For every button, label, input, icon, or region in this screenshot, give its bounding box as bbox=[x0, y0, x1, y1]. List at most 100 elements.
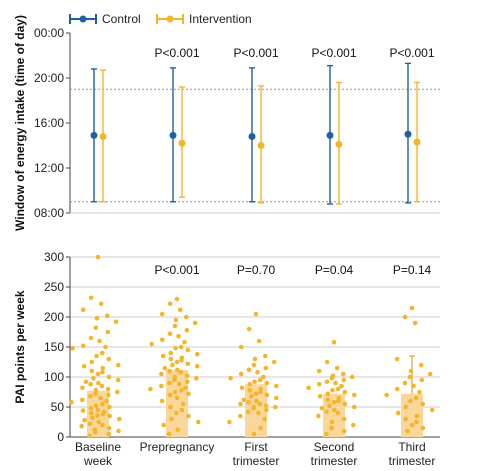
x-category-label-line2: trimester bbox=[233, 454, 280, 468]
pai-data-point bbox=[104, 398, 109, 404]
pai-data-point bbox=[336, 398, 341, 404]
pai-data-point bbox=[418, 362, 424, 368]
pai-data-point bbox=[159, 398, 165, 404]
pai-data-point bbox=[384, 392, 389, 398]
pai-data-point bbox=[317, 393, 323, 399]
pai-data-point bbox=[335, 386, 341, 392]
pai-data-point bbox=[174, 359, 180, 365]
pai-data-point bbox=[253, 311, 259, 317]
pai-data-point bbox=[183, 385, 188, 391]
x-category-label-line1: Third bbox=[398, 440, 425, 454]
pai-data-point bbox=[115, 362, 121, 368]
control-mean-point bbox=[326, 131, 334, 139]
pai-data-point bbox=[148, 386, 153, 392]
pai-data-point bbox=[264, 392, 270, 398]
pai-data-point bbox=[227, 419, 232, 425]
x-category-label-line2: week bbox=[83, 454, 113, 468]
bottom-y-tick-label: 100 bbox=[44, 370, 64, 384]
pai-data-point bbox=[88, 405, 94, 411]
pai-data-point bbox=[419, 377, 425, 383]
pai-data-point bbox=[160, 353, 166, 359]
pai-data-point bbox=[349, 374, 355, 380]
pai-data-point bbox=[105, 386, 111, 392]
pai-data-point bbox=[254, 398, 259, 404]
pai-data-point bbox=[98, 301, 104, 307]
pai-data-point bbox=[394, 356, 400, 362]
pai-data-point bbox=[408, 368, 414, 374]
pai-data-point bbox=[409, 305, 415, 311]
pai-data-point bbox=[168, 356, 174, 362]
pai-data-point bbox=[273, 383, 279, 389]
pai-data-point bbox=[103, 344, 108, 350]
pai-data-point bbox=[262, 353, 268, 359]
pai-data-point bbox=[92, 427, 98, 433]
pai-data-point bbox=[159, 383, 164, 389]
pai-data-point bbox=[252, 356, 258, 362]
pai-data-point bbox=[169, 416, 174, 422]
pai-data-point bbox=[402, 380, 408, 386]
pai-data-point bbox=[173, 317, 179, 323]
pai-data-point bbox=[95, 371, 101, 377]
pai-data-point bbox=[258, 389, 263, 395]
pai-data-point bbox=[167, 392, 173, 398]
pai-data-point bbox=[95, 413, 100, 418]
top-y-tick-label: 12:00 bbox=[34, 161, 64, 175]
pai-data-point bbox=[414, 413, 420, 419]
pai-data-point bbox=[88, 295, 94, 301]
pai-data-point bbox=[172, 374, 178, 380]
pai-data-point bbox=[159, 311, 165, 317]
pai-data-point bbox=[238, 413, 243, 419]
pai-data-point bbox=[420, 425, 426, 431]
pai-data-point bbox=[253, 391, 259, 397]
pai-data-point bbox=[80, 397, 85, 403]
pai-data-point bbox=[96, 419, 101, 425]
pai-data-point bbox=[89, 368, 95, 374]
bottom-y-tick-label: 0 bbox=[57, 430, 64, 444]
pai-data-point bbox=[333, 380, 338, 386]
legend: Control Intervention bbox=[68, 9, 328, 29]
bottom-y-tick-label: 50 bbox=[51, 400, 65, 414]
pai-data-point bbox=[106, 392, 111, 398]
pai-data-point bbox=[306, 385, 311, 391]
pai-data-point bbox=[162, 365, 168, 371]
bottom-y-axis-label: PAI points per week bbox=[13, 290, 27, 403]
pai-data-point bbox=[324, 431, 329, 437]
pai-data-point bbox=[106, 356, 112, 362]
legend-control-label: Control bbox=[102, 12, 141, 26]
intervention-mean-point bbox=[335, 140, 343, 148]
intervention-mean-point bbox=[257, 142, 265, 149]
pai-data-point bbox=[263, 403, 269, 409]
pai-data-point bbox=[238, 344, 244, 350]
pai-data-point bbox=[174, 395, 180, 401]
bottom-p-value: P<0.001 bbox=[154, 263, 199, 277]
pai-data-point bbox=[324, 359, 330, 365]
top-y-tick-label: 20:00 bbox=[34, 71, 64, 85]
legend-intervention-label: Intervention bbox=[189, 12, 252, 26]
pai-data-point bbox=[81, 363, 87, 369]
bottom-p-value: P=0.70 bbox=[237, 263, 276, 277]
x-category-label-line1: Second bbox=[314, 440, 355, 454]
pai-data-point bbox=[238, 401, 243, 407]
intervention-mean-point bbox=[178, 139, 186, 147]
top-y-tick-label: 16:00 bbox=[34, 116, 64, 130]
pai-data-point bbox=[94, 353, 99, 359]
legend-swatches: Control Intervention bbox=[69, 12, 252, 26]
bottom-y-tick-label: 150 bbox=[44, 340, 64, 354]
pai-data-point bbox=[196, 419, 201, 425]
pai-data-point bbox=[100, 411, 106, 417]
pai-data-point bbox=[246, 367, 252, 373]
pai-data-point bbox=[413, 395, 419, 401]
pai-data-point bbox=[175, 427, 180, 433]
pai-data-point bbox=[88, 393, 93, 399]
pai-data-point bbox=[116, 428, 121, 434]
pai-data-point bbox=[186, 413, 191, 419]
pai-data-point bbox=[161, 422, 167, 428]
pai-data-point bbox=[167, 301, 173, 307]
pai-data-point bbox=[79, 423, 84, 429]
pai-data-point bbox=[342, 401, 348, 407]
pai-data-point bbox=[115, 389, 120, 395]
pai-data-point bbox=[185, 379, 190, 385]
pai-data-point bbox=[340, 371, 346, 377]
pai-data-point bbox=[172, 377, 177, 383]
pai-data-point bbox=[427, 371, 433, 377]
